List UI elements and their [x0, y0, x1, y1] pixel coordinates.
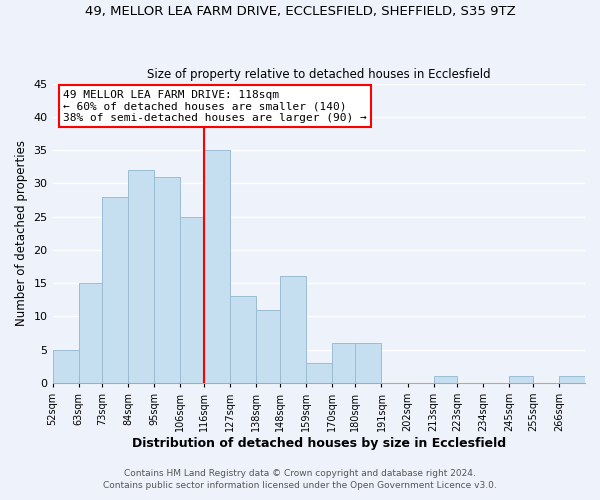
- Bar: [256, 310, 280, 383]
- Bar: [306, 363, 332, 383]
- Text: 49 MELLOR LEA FARM DRIVE: 118sqm
← 60% of detached houses are smaller (140)
38% : 49 MELLOR LEA FARM DRIVE: 118sqm ← 60% o…: [63, 90, 367, 122]
- Bar: [509, 376, 533, 383]
- Bar: [181, 216, 204, 383]
- Bar: [128, 170, 154, 383]
- Bar: [280, 276, 306, 383]
- Bar: [154, 176, 181, 383]
- Y-axis label: Number of detached properties: Number of detached properties: [15, 140, 28, 326]
- X-axis label: Distribution of detached houses by size in Ecclesfield: Distribution of detached houses by size …: [132, 437, 506, 450]
- Text: Contains HM Land Registry data © Crown copyright and database right 2024.
Contai: Contains HM Land Registry data © Crown c…: [103, 469, 497, 490]
- Bar: [559, 376, 585, 383]
- Bar: [53, 350, 79, 383]
- Bar: [434, 376, 457, 383]
- Bar: [355, 343, 382, 383]
- Bar: [204, 150, 230, 383]
- Bar: [79, 283, 102, 383]
- Bar: [230, 296, 256, 383]
- Bar: [102, 196, 128, 383]
- Text: 49, MELLOR LEA FARM DRIVE, ECCLESFIELD, SHEFFIELD, S35 9TZ: 49, MELLOR LEA FARM DRIVE, ECCLESFIELD, …: [85, 5, 515, 18]
- Bar: [332, 343, 355, 383]
- Title: Size of property relative to detached houses in Ecclesfield: Size of property relative to detached ho…: [147, 68, 491, 81]
